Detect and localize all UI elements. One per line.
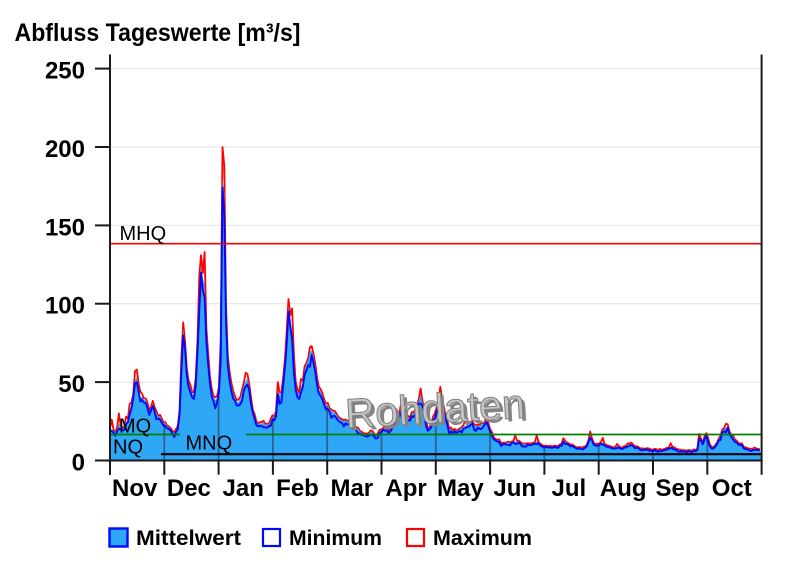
svg-text:NQ: NQ bbox=[113, 437, 143, 459]
svg-text:150: 150 bbox=[45, 214, 85, 241]
svg-text:Abfluss Tageswerte [m³/s]: Abfluss Tageswerte [m³/s] bbox=[15, 19, 301, 47]
svg-text:Jan: Jan bbox=[223, 475, 264, 502]
svg-text:Oct: Oct bbox=[712, 475, 752, 502]
svg-text:Feb: Feb bbox=[276, 475, 319, 502]
svg-text:MHQ: MHQ bbox=[120, 223, 167, 245]
svg-text:Jun: Jun bbox=[493, 475, 536, 502]
svg-text:250: 250 bbox=[45, 58, 85, 85]
svg-text:Aug: Aug bbox=[600, 475, 647, 502]
svg-text:50: 50 bbox=[58, 371, 85, 398]
svg-text:May: May bbox=[437, 475, 484, 502]
svg-text:Mittelwert: Mittelwert bbox=[136, 527, 241, 550]
svg-text:Minimum: Minimum bbox=[289, 527, 382, 550]
svg-text:MNQ: MNQ bbox=[186, 433, 233, 455]
svg-text:Sep: Sep bbox=[655, 475, 699, 502]
svg-text:200: 200 bbox=[45, 136, 85, 163]
svg-text:MQ: MQ bbox=[119, 416, 151, 438]
svg-text:Apr: Apr bbox=[385, 475, 426, 502]
svg-text:100: 100 bbox=[45, 293, 85, 320]
svg-text:Rohdaten: Rohdaten bbox=[344, 380, 526, 437]
svg-text:Mar: Mar bbox=[330, 475, 373, 502]
svg-text:Dec: Dec bbox=[167, 475, 211, 502]
svg-text:Jul: Jul bbox=[552, 475, 587, 502]
svg-text:Maximum: Maximum bbox=[433, 527, 532, 550]
svg-text:0: 0 bbox=[72, 450, 85, 477]
svg-text:Rohdaten: Rohdaten bbox=[347, 383, 529, 440]
svg-text:Nov: Nov bbox=[112, 475, 158, 502]
